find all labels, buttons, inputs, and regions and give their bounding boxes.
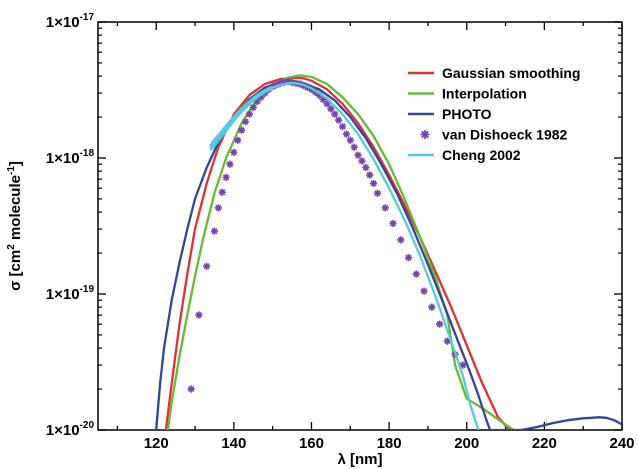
van-dishoeck-1982-point [230,148,238,156]
van-dishoeck-1982-point [358,157,366,165]
x-tick-label: 160 [299,435,324,452]
van-dishoeck-1982-point [389,219,397,228]
van-dishoeck-1982-point [234,136,242,144]
y-tick-label: 1×10-19 [46,284,95,303]
van-dishoeck-1982-point [346,136,354,144]
x-tick-label: 140 [221,435,246,452]
plot-frame [97,21,623,431]
van-dishoeck-1982-point [397,236,405,244]
y-tick-label: 1×10-18 [46,148,95,167]
van-dishoeck-1982-point [327,105,335,113]
legend-label: PHOTO [442,106,492,122]
van-dishoeck-1982-point [362,163,370,172]
x-tick-label: 220 [532,435,557,452]
van-dishoeck-1982-point [443,337,451,345]
van-dishoeck-1982-point [187,385,195,393]
x-tick-label: 180 [377,435,402,452]
van-dishoeck-1982-point [335,116,343,124]
y-axis-label: σ [cm2 molecule-1] [6,161,24,291]
axis-ticks: 120 140 160 180 200 220 240 1×10-20 1×10-19 1×10-… [46,12,635,452]
van-dishoeck-1982-point [226,160,234,168]
legend-item-van-dishoeck-1982: van Dishoeck 1982 [420,127,568,143]
van-dishoeck-1982-point [435,320,444,328]
van-dishoeck-1982-point [323,100,331,108]
legend-label: Cheng 2002 [442,147,521,163]
gaussian-smoothing-line [164,76,511,430]
van-dishoeck-1982-point [331,110,339,118]
legend-label: van Dishoeck 1982 [442,127,568,143]
van-dishoeck-1982-point [428,303,436,311]
legend-label: Gaussian smoothing [442,65,580,81]
legend-item-cheng-2002: Cheng 2002 [408,147,521,163]
van-dishoeck-1982-point [245,110,253,118]
x-axis-label: λ [nm] [338,451,383,468]
x-tick-label: 240 [609,435,634,452]
van-dishoeck-1982-point [354,151,362,159]
van-dishoeck-1982-point [203,262,211,270]
van-dishoeck-1982-point [350,143,358,151]
van-dishoeck-1982-point [404,254,413,262]
van-dishoeck-1982-point [338,123,347,131]
y-tick-label: 1×10-20 [46,420,95,439]
van-dishoeck-1982-point [210,227,219,235]
van-dishoeck-1982-point [195,311,203,319]
legend: Gaussian smoothing Interpolation PHOTO van … [408,65,580,163]
legend-item-photo: PHOTO [408,106,492,122]
photo-line [155,80,622,430]
x-tick-label: 120 [144,435,169,452]
van-dishoeck-1982-point [222,173,230,182]
van-dishoeck-1982-point [218,188,226,196]
legend-marker [420,130,430,139]
van-dishoeck-1982-point [238,126,246,134]
legend-item-gaussian-smoothing: Gaussian smoothing [408,65,580,81]
van-dishoeck-1982-point [373,189,382,197]
y-tick-label: 1×10-17 [46,12,95,31]
van-dishoeck-1982-point [381,204,389,212]
van-dishoeck-1982-point [369,179,378,188]
van-dishoeck-1982-point [241,118,250,126]
van-dishoeck-1982-point [214,204,222,212]
x-tick-label: 200 [454,435,479,452]
van-dishoeck-1982-point [366,171,374,179]
legend-item-interpolation: Interpolation [408,86,527,102]
van-dishoeck-1982-point [420,287,428,295]
series-layer [155,74,622,430]
legend-label: Interpolation [442,86,527,102]
van-dishoeck-1982-point [342,130,351,138]
van-dishoeck-1982-point [412,270,420,278]
van-dishoeck-1982-point [249,103,257,112]
cheng-2002-line [209,82,480,430]
